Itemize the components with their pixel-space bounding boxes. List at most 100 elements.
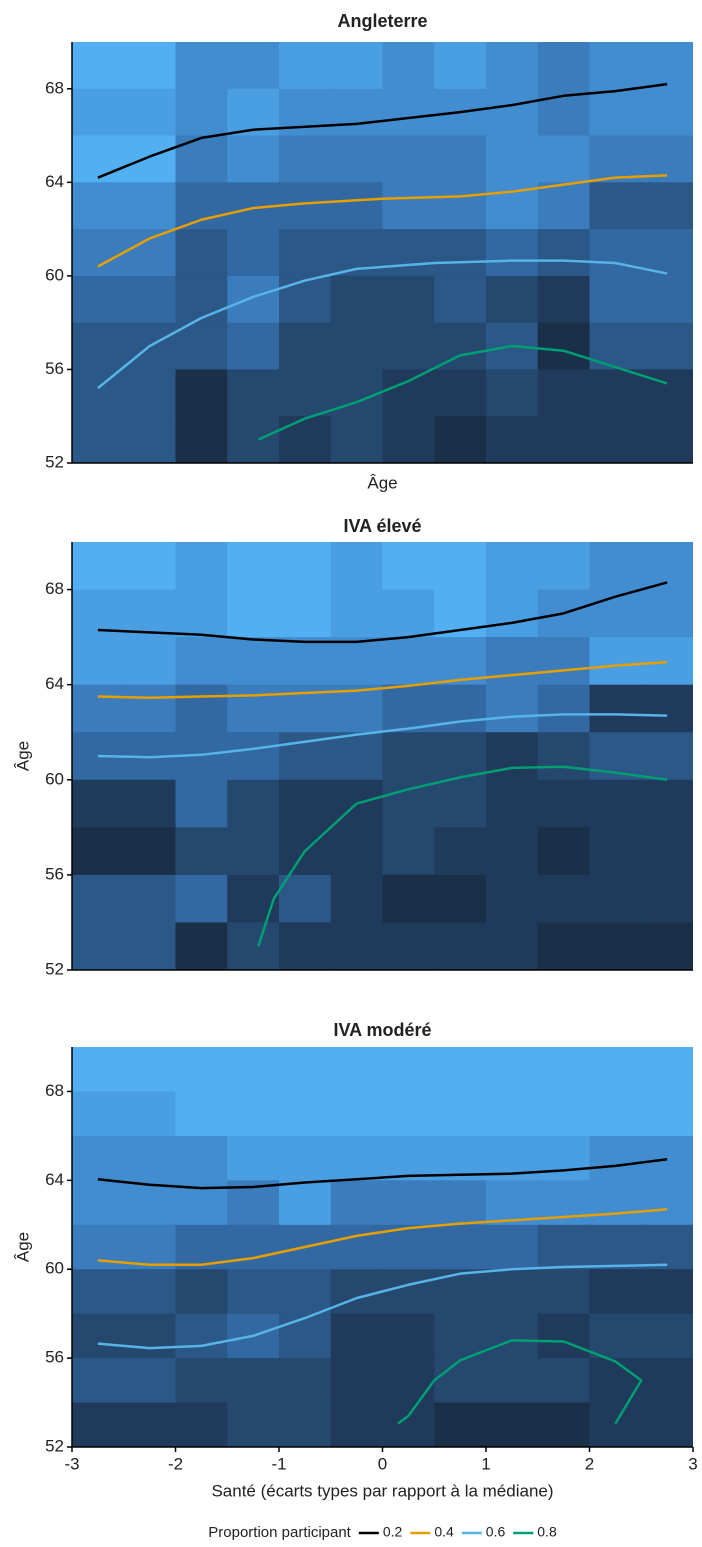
tile	[72, 275, 125, 324]
y-axis-label: Âge	[13, 741, 32, 771]
tile	[123, 637, 176, 686]
tile	[123, 1180, 176, 1226]
tile	[279, 416, 332, 463]
panel-title: Angleterre	[337, 11, 427, 31]
tile	[382, 322, 435, 370]
tile	[537, 827, 590, 876]
x-tick-label: -3	[64, 1454, 79, 1473]
tile	[123, 1091, 176, 1137]
tile	[382, 1135, 435, 1181]
tile	[537, 229, 590, 277]
tile	[279, 1358, 332, 1404]
legend-label: 0.2	[383, 1524, 403, 1540]
x-tick-label: 2	[585, 1454, 594, 1473]
tile	[279, 135, 332, 183]
plot-area	[72, 42, 693, 463]
tile	[227, 732, 280, 781]
tile	[330, 88, 383, 137]
tile	[330, 1358, 383, 1404]
tile	[175, 542, 228, 591]
tile	[641, 779, 693, 828]
tile	[382, 1313, 435, 1359]
tile	[434, 1180, 487, 1226]
tile	[227, 874, 280, 923]
tile	[434, 1047, 487, 1092]
tile	[330, 637, 383, 686]
tile	[641, 322, 693, 370]
tile	[537, 135, 590, 183]
tile	[537, 42, 590, 90]
tile	[175, 322, 228, 370]
y-tick-label: 52	[45, 452, 64, 471]
tile	[537, 1313, 590, 1359]
tile	[227, 322, 280, 370]
tile	[589, 88, 642, 137]
tile	[382, 275, 435, 324]
tile	[123, 1358, 176, 1404]
tile	[227, 1269, 280, 1315]
tile	[537, 322, 590, 370]
tile	[330, 369, 383, 417]
tile	[175, 779, 228, 828]
y-axis-label: Âge	[13, 1232, 32, 1262]
tile	[227, 1402, 280, 1447]
tile	[382, 229, 435, 277]
x-tick-label: -1	[271, 1454, 286, 1473]
tile	[72, 369, 125, 417]
tile	[537, 732, 590, 781]
x-axis-label: Santé (écarts types par rapport à la méd…	[211, 1481, 553, 1500]
contour-line	[97, 1157, 668, 1190]
tile	[434, 1402, 487, 1447]
tile	[123, 88, 176, 137]
tile	[72, 1047, 125, 1092]
tile	[175, 369, 228, 417]
tile	[175, 1135, 228, 1181]
tile	[486, 684, 539, 733]
tile	[123, 1313, 176, 1359]
legend-label: 0.6	[486, 1524, 506, 1540]
tile	[175, 1269, 228, 1315]
tile	[589, 1358, 642, 1404]
tile	[641, 88, 693, 137]
tile	[227, 1224, 280, 1270]
tile	[486, 369, 539, 417]
tile	[641, 874, 693, 923]
tile	[434, 779, 487, 828]
tile	[486, 1402, 539, 1447]
contour-line	[97, 660, 668, 699]
tile	[589, 182, 642, 230]
tile	[330, 1180, 383, 1226]
tile	[537, 275, 590, 324]
tile	[123, 182, 176, 230]
tile	[175, 229, 228, 277]
tile	[175, 684, 228, 733]
tile	[330, 1135, 383, 1181]
tile	[72, 874, 125, 923]
tile	[227, 922, 280, 970]
tile	[537, 684, 590, 733]
tile	[589, 1313, 642, 1359]
contour-line	[97, 713, 668, 759]
contour-line	[397, 1339, 643, 1425]
tile	[641, 1091, 693, 1137]
tile	[641, 275, 693, 324]
tile	[123, 1047, 176, 1092]
tile	[486, 542, 539, 591]
tile	[72, 322, 125, 370]
legend-label: 0.8	[537, 1524, 557, 1540]
tile	[641, 1358, 693, 1404]
tile	[589, 1269, 642, 1315]
tile	[279, 1269, 332, 1315]
tile	[382, 1224, 435, 1270]
tile	[589, 1135, 642, 1181]
tile	[434, 1313, 487, 1359]
tile	[72, 1135, 125, 1181]
tile	[589, 416, 642, 463]
tile	[175, 874, 228, 923]
tile	[382, 732, 435, 781]
tile	[123, 922, 176, 970]
tile	[279, 42, 332, 90]
tile	[641, 229, 693, 277]
tile	[382, 88, 435, 137]
